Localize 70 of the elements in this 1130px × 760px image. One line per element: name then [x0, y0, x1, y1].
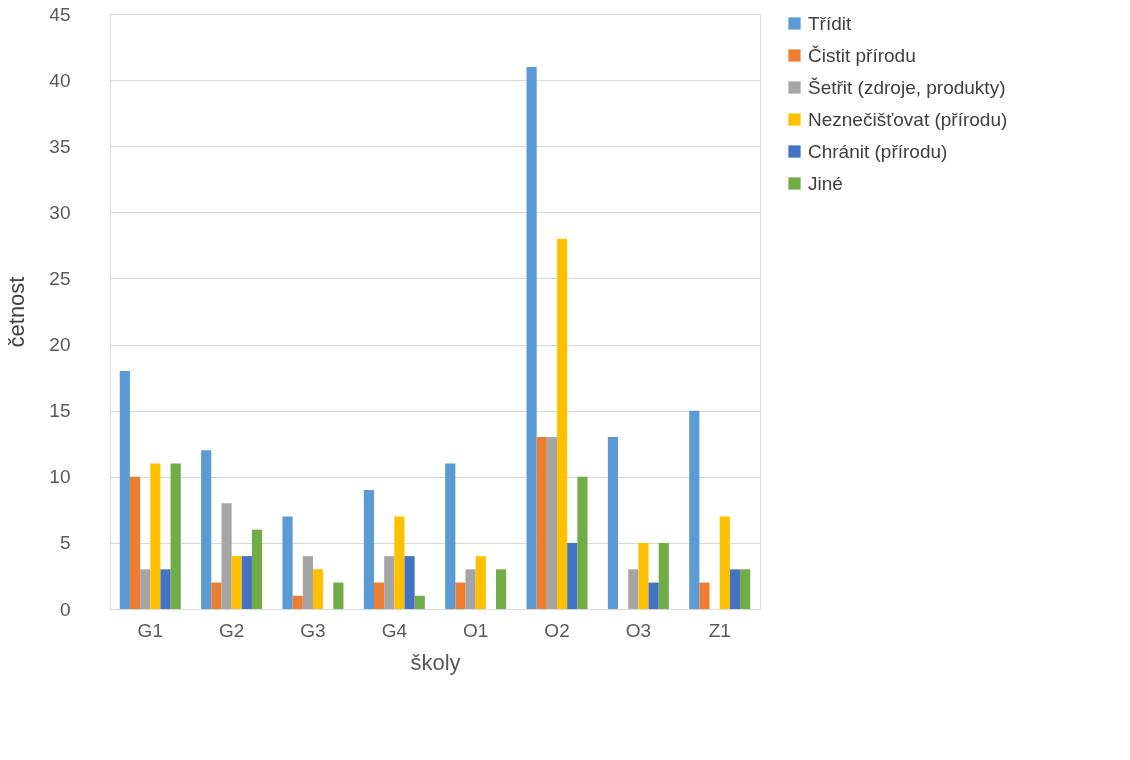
- bar: [496, 569, 507, 609]
- bar: [607, 437, 619, 609]
- y-tick-label: 10: [49, 466, 71, 488]
- bar: [445, 463, 456, 609]
- bar: [455, 582, 466, 609]
- bar: [282, 516, 293, 609]
- bar: [140, 569, 151, 609]
- legend-label: Šetřit (zdroje, produkty): [808, 76, 1006, 98]
- legend-label: Třídit: [808, 12, 852, 34]
- bar: [729, 569, 741, 609]
- bar: [546, 437, 558, 609]
- bar: [465, 569, 476, 609]
- bar: [201, 450, 212, 609]
- bar: [231, 556, 242, 609]
- bar: [160, 569, 171, 609]
- y-axis-title: četnost: [4, 276, 30, 348]
- bar: [414, 595, 425, 609]
- y-tick-label: 0: [59, 598, 71, 620]
- bar: [689, 410, 700, 609]
- x-tick-label: G2: [218, 619, 245, 641]
- legend-label: Chránit (přírodu): [808, 140, 948, 162]
- bar: [404, 556, 415, 609]
- bar: [129, 476, 141, 609]
- y-tick-label: 15: [49, 400, 71, 422]
- x-tick-label: G4: [381, 619, 408, 641]
- bar: [557, 238, 568, 609]
- bar: [394, 516, 405, 609]
- bar: [221, 503, 232, 609]
- y-tick-label: 30: [49, 201, 71, 223]
- bar: [719, 516, 730, 609]
- bar: [475, 556, 486, 609]
- y-tick-label: 35: [49, 135, 71, 157]
- bar: [577, 476, 588, 609]
- bar: [699, 582, 710, 609]
- bar: [384, 556, 395, 609]
- bar: [333, 582, 344, 609]
- bar: [302, 556, 313, 609]
- x-tick-label: G1: [137, 619, 163, 641]
- bar: [658, 542, 669, 609]
- y-tick-label: 20: [49, 334, 71, 356]
- x-axis-title: školy: [410, 649, 461, 675]
- bar: [740, 569, 751, 609]
- legend-label: Čistit přírodu: [808, 44, 916, 66]
- bar: [567, 542, 578, 609]
- legend-label: Neznečišťovat (přírodu): [808, 108, 1008, 130]
- y-tick-label: 25: [49, 267, 71, 289]
- bar: [170, 463, 181, 609]
- bar: [312, 569, 324, 609]
- bar: [628, 569, 639, 609]
- bar: [241, 556, 252, 609]
- y-tick-label: 45: [49, 3, 71, 25]
- bar: [648, 582, 659, 609]
- bar: [150, 463, 161, 609]
- x-tick-label: O1: [463, 619, 489, 641]
- y-tick-label: 5: [59, 532, 71, 554]
- bar: [119, 371, 130, 609]
- bar: [211, 582, 222, 609]
- bar: [292, 595, 303, 609]
- x-tick-label: O2: [544, 619, 570, 641]
- x-tick-label: O3: [625, 619, 652, 641]
- bar: [373, 582, 385, 609]
- y-tick-label: 40: [49, 69, 71, 91]
- bar: [363, 490, 374, 609]
- legend-label: Jiné: [808, 172, 843, 194]
- bar: [526, 66, 537, 609]
- x-tick-label: Z1: [708, 619, 731, 641]
- bar: [251, 529, 263, 609]
- x-tick-label: G3: [300, 619, 326, 641]
- bar: [638, 542, 649, 609]
- bar: [536, 437, 547, 609]
